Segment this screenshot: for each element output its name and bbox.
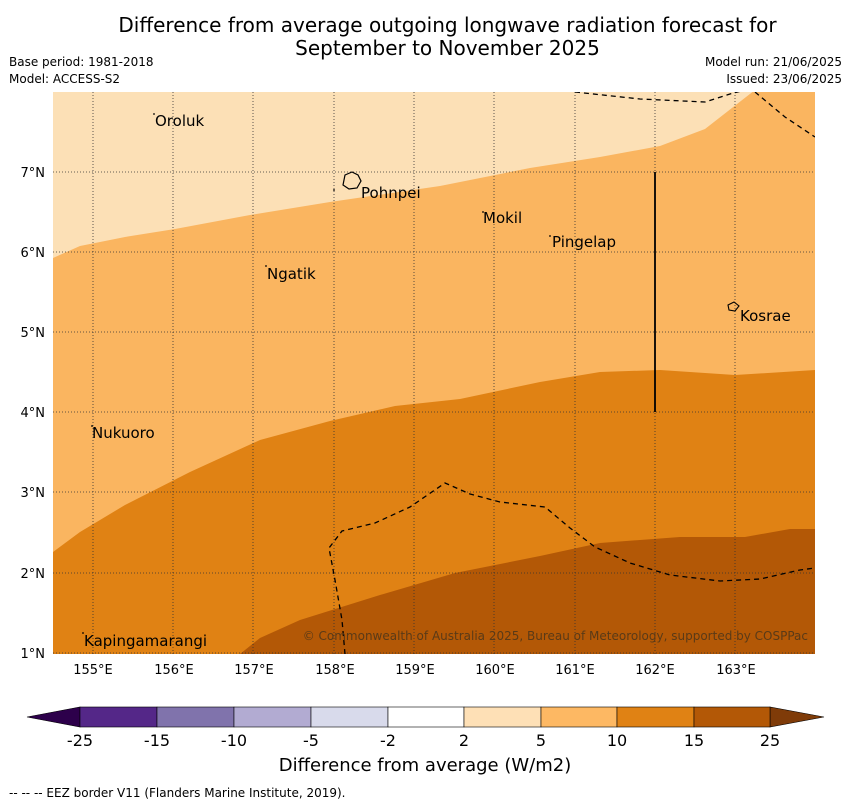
colorbar-tick-label: -25 <box>67 731 93 750</box>
eez-borders <box>328 92 815 654</box>
lon-tick-label: 160°E <box>475 663 515 678</box>
lon-tick-label: 162°E <box>635 663 675 678</box>
lon-tick-label: 161°E <box>555 663 595 678</box>
colorbar-tick-label: 10 <box>607 731 627 750</box>
copyright-text: © Commonwealth of Australia 2025, Bureau… <box>303 629 808 643</box>
eez-legend-text: -- -- -- EEZ border V11 (Flanders Marine… <box>9 786 346 800</box>
chart-title: Difference from average outgoing longwav… <box>0 14 850 60</box>
gridlines <box>53 92 815 654</box>
colorbar-tick-label: 25 <box>760 731 780 750</box>
colorbar-segment <box>387 706 465 728</box>
place-label: Nukuoro <box>92 424 155 442</box>
title-line-1: Difference from average outgoing longwav… <box>118 13 777 37</box>
lat-tick-labels: 7°N 6°N 5°N 4°N 3°N 2°N 1°N <box>21 166 46 662</box>
island-dots <box>82 113 551 634</box>
place-label: Kapingamarangi <box>84 632 207 650</box>
colorbar-tick-label: -2 <box>380 731 396 750</box>
colorbar-segment <box>156 706 235 728</box>
colorbar-segment <box>616 706 695 728</box>
colorbar-segment <box>310 706 389 728</box>
title-line-2: September to November 2025 <box>295 36 600 60</box>
pohnpei-island-shape <box>342 171 362 190</box>
colorbar-segment <box>233 706 312 728</box>
band-15-25 <box>240 529 815 654</box>
colorbar-segment <box>463 706 542 728</box>
colorbar-tick-labels: -25 -15 -10 -5 -2 2 5 10 15 25 <box>67 731 780 750</box>
lat-tick-label: 3°N <box>21 486 46 501</box>
place-labels: Oroluk Pohnpei Mokil Pingelap Ngatik Kos… <box>84 112 791 650</box>
place-label: Pingelap <box>552 233 616 251</box>
place-label: Ngatik <box>267 265 316 283</box>
lat-tick-label: 4°N <box>21 406 46 421</box>
base-info: Base period: 1981-2018 Model: ACCESS-S2 <box>9 54 154 88</box>
lat-tick-label: 2°N <box>21 567 46 582</box>
place-label: Kosrae <box>740 307 791 325</box>
lat-tick-label: 1°N <box>21 647 46 662</box>
colorbar-title: Difference from average (W/m2) <box>278 755 572 776</box>
lon-tick-label: 157°E <box>234 663 274 678</box>
colorbar-segment <box>79 706 158 728</box>
issued-text: Issued: 23/06/2025 <box>726 72 842 86</box>
lon-tick-label: 156°E <box>154 663 194 678</box>
model-run-text: Model run: 21/06/2025 <box>704 55 842 69</box>
base-period-text: Base period: 1981-2018 <box>9 55 154 69</box>
lat-tick-label: 7°N <box>21 166 46 181</box>
place-label: Oroluk <box>155 112 204 130</box>
map-area <box>53 92 815 654</box>
model-text: Model: ACCESS-S2 <box>9 72 121 86</box>
lon-tick-label: 158°E <box>315 663 355 678</box>
place-label: Pohnpei <box>361 184 421 202</box>
colorbar-tick-label: -10 <box>221 731 247 750</box>
colorbar-tick-label: -5 <box>303 731 319 750</box>
colorbar-tick-label: 5 <box>536 731 546 750</box>
place-label: Mokil <box>483 209 522 227</box>
lon-tick-label: 163°E <box>716 663 756 678</box>
colorbar-high-arrow <box>769 706 825 728</box>
lon-tick-label: 159°E <box>395 663 435 678</box>
lon-tick-labels: 155°E 156°E 157°E 158°E 159°E 160°E 161°… <box>73 663 756 678</box>
colorbar-segment <box>540 706 618 728</box>
lon-tick-label: 155°E <box>73 663 113 678</box>
run-info: Model run: 21/06/2025 Issued: 23/06/2025 <box>705 54 842 88</box>
lat-tick-label: 6°N <box>21 246 46 261</box>
kosrae-island-shape <box>727 301 740 312</box>
colorbar-segment <box>693 706 771 728</box>
colorbar-low-arrow <box>26 706 81 728</box>
colorbar-tick-label: 2 <box>459 731 469 750</box>
colorbar-tick-label: 15 <box>684 731 704 750</box>
colorbar-tick-label: -15 <box>144 731 170 750</box>
colorbar: -25 -15 -10 -5 -2 2 5 10 15 25 <box>26 706 825 750</box>
lat-tick-label: 5°N <box>21 326 46 341</box>
